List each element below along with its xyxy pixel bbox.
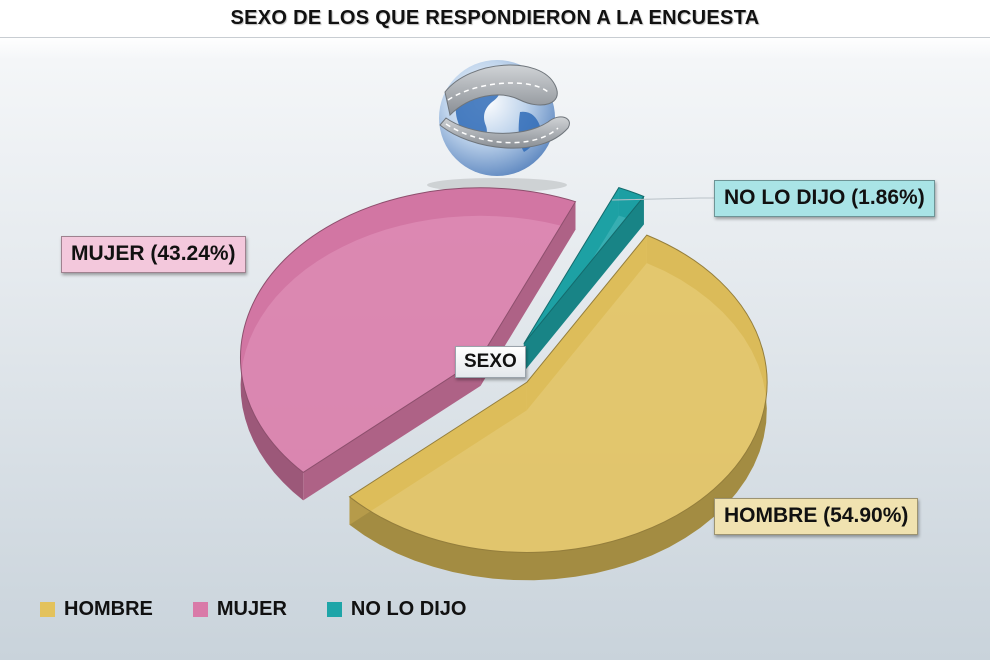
pie-slice-mujer [239, 187, 577, 474]
pie-slice-no-lo-dijo [523, 187, 645, 345]
legend-item-mujer: MUJER [192, 598, 287, 621]
legend-swatch-no-lo-dijo [326, 602, 342, 617]
pie-chart [239, 60, 768, 581]
data-label-no-lo-dijo: NO LO DIJO (1.86%) [714, 180, 935, 217]
pie-slice-mujer-cut-face-1 [480, 201, 576, 386]
legend: HOMBRE MUJER NO LO DIJO [40, 598, 466, 621]
legend-swatch-hombre [40, 602, 55, 617]
data-label-mujer: MUJER (43.24%) [61, 236, 246, 273]
data-label-hombre: HOMBRE (54.90%) [714, 498, 919, 535]
legend-item-no-lo-dijo: NO LO DIJO [326, 598, 467, 621]
pie-slice-no-lo-dijo-cut-face-1 [523, 196, 644, 372]
pie-group [239, 187, 768, 581]
pie-center-label: SEXO [455, 346, 526, 378]
pie-slice-mujer-cut-face-0 [303, 357, 481, 501]
legend-label-no-lo-dijo: NO LO DIJO [350, 598, 467, 620]
chart-title-bar: SEXO DE LOS QUE RESPONDIERON A LA ENCUES… [0, 0, 990, 38]
legend-item-hombre: HOMBRE [40, 598, 153, 621]
legend-label-mujer: MUJER [216, 598, 287, 620]
pie-slice-hombre [348, 234, 768, 553]
globe-with-road-icon [427, 60, 570, 192]
pie-slice-hombre-outer-wall [349, 235, 767, 581]
chart-title: SEXO DE LOS QUE RESPONDIERON A LA ENCUES… [230, 7, 760, 29]
legend-label-hombre: HOMBRE [64, 598, 153, 620]
legend-swatch-mujer [192, 602, 208, 617]
nolodijo-leader-line [611, 197, 714, 201]
